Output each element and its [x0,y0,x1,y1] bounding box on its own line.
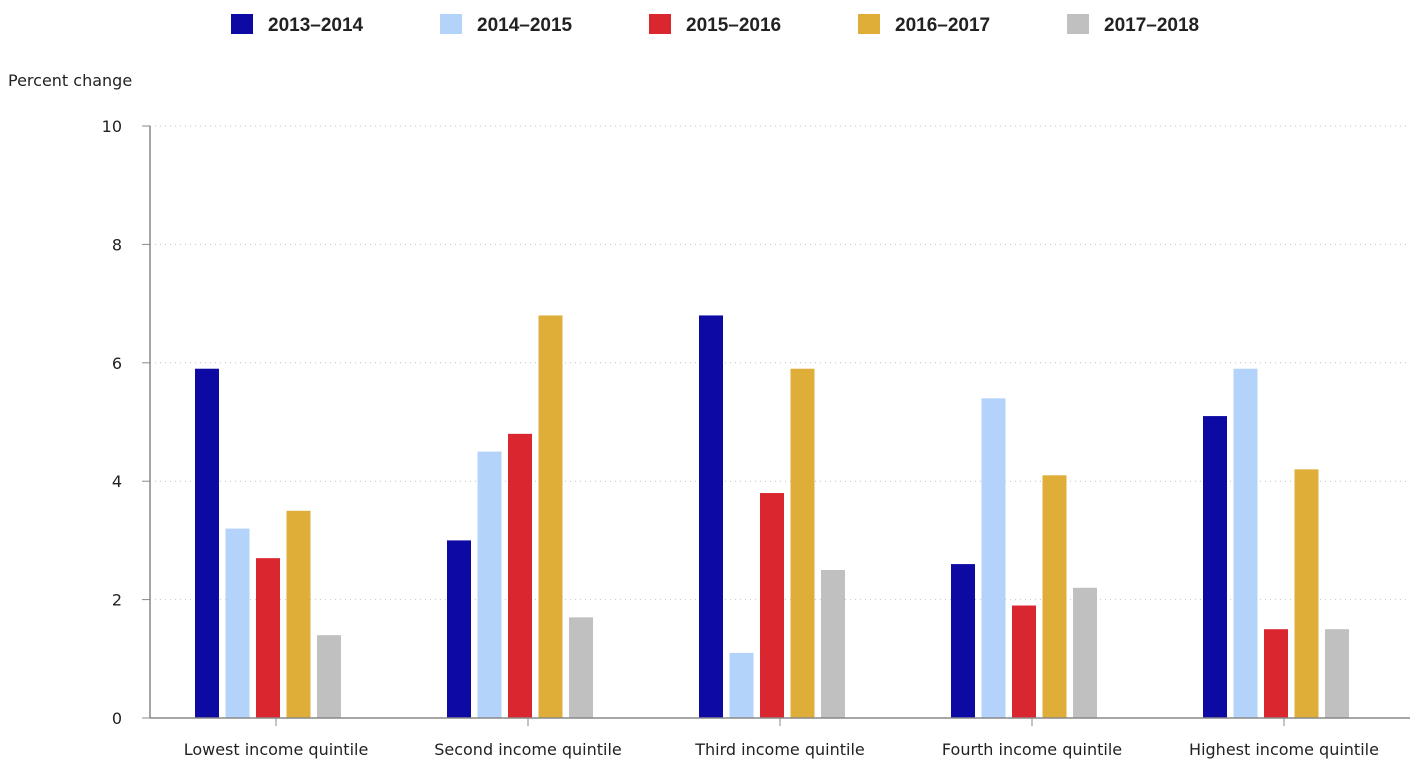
legend-swatch-4 [1067,14,1089,34]
x-category-label-3: Fourth income quintile [942,740,1122,759]
bar-0-0 [195,368,219,718]
bar-0-3 [286,510,311,718]
bar-3-1 [981,398,1006,718]
bar-2-2 [760,493,784,718]
y-tick-label-0: 0 [112,709,122,728]
legend-swatch-1 [440,14,462,34]
bar-2-0 [699,315,723,718]
bars [195,315,1349,718]
bar-1-3 [538,315,563,718]
legend-swatch-2 [649,14,671,34]
bar-2-3 [790,368,815,718]
legend-label-4: 2017–2018 [1104,15,1199,36]
legend-label-0: 2013–2014 [268,15,364,36]
legend: 2013–2014 2014–2015 2015–2016 2016–2017 2017… [231,14,1199,36]
bar-0-2 [256,558,280,718]
y-tick-label-5: 10 [102,117,122,136]
legend-label-3: 2016–2017 [895,15,990,36]
bar-1-4 [569,617,593,718]
bar-4-1 [1233,368,1258,718]
bar-1-2 [508,433,532,718]
bar-3-2 [1012,605,1036,718]
y-tick-label-2: 4 [112,472,122,491]
bar-3-4 [1073,587,1097,718]
bar-0-4 [317,635,341,718]
bar-3-0 [951,564,975,718]
x-category-label-1: Second income quintile [434,740,622,759]
bar-2-1 [729,652,754,718]
bar-4-2 [1264,629,1288,718]
bar-4-3 [1294,469,1319,718]
y-tick-label-3: 6 [112,354,122,373]
y-tick-labels: 0 2 4 6 8 10 [102,117,150,728]
x-category-label-4: Highest income quintile [1189,740,1379,759]
bar-1-0 [447,540,471,718]
bar-0-1 [225,528,250,718]
bar-1-1 [477,451,502,718]
legend-swatch-0 [231,14,253,34]
bar-4-4 [1325,629,1349,718]
x-category-labels: Lowest income quintile Second income quin… [184,718,1379,759]
legend-label-2: 2015–2016 [686,15,781,36]
x-category-label-2: Third income quintile [694,740,864,759]
y-tick-label-1: 2 [112,591,122,610]
x-category-label-0: Lowest income quintile [184,740,369,759]
bar-3-3 [1042,475,1067,718]
bar-2-4 [821,570,845,718]
y-tick-label-4: 8 [112,235,122,254]
y-axis-label: Percent change [8,71,132,90]
legend-label-1: 2014–2015 [477,15,573,36]
bar-4-0 [1203,416,1227,718]
gridlines [150,125,1410,601]
legend-swatch-3 [858,14,880,34]
